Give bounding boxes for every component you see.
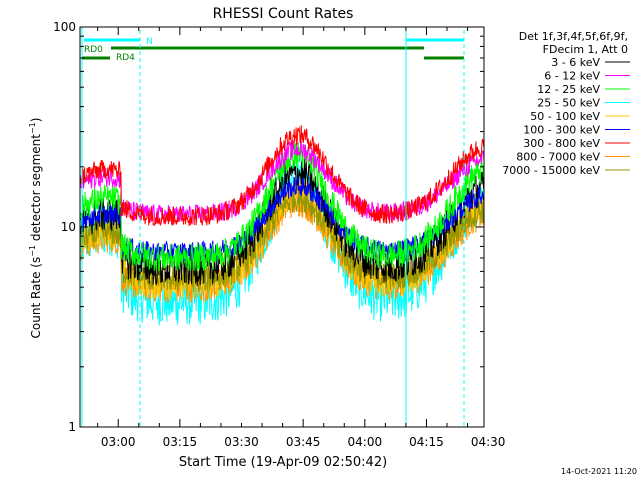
legend-label: 3 - 6 keV [551,56,600,69]
x-tick-label: 04:15 [409,435,444,449]
x-axis: 03:00 03:15 03:30 03:45 04:00 04:15 04:30 [97,27,506,449]
y-tick-label: 100 [53,20,76,34]
x-tick-label: 03:15 [163,435,198,449]
n-flag-label: N [146,37,153,47]
x-tick-label: 03:30 [224,435,259,449]
plot-frame [79,26,485,428]
series-line [80,185,484,293]
x-tick-label: 03:45 [286,435,321,449]
y-axis: 1 10 100 [53,20,484,434]
y-tick-label: 10 [61,220,76,234]
legend-label: 300 - 800 keV [523,137,600,150]
legend-label: 50 - 100 keV [530,110,600,123]
legend: Det 1f,3f,4f,5f,6f,9f, FDecim 1, Att 0 3… [502,30,630,177]
legend-label: 800 - 7000 keV [516,151,600,164]
x-tick-label: 04:00 [348,435,383,449]
legend-label: 25 - 50 keV [537,97,600,110]
x-tick-label: 03:00 [101,435,136,449]
rd0-flag-label: RD0 [84,45,103,55]
x-axis-label: Start Time (19-Apr-09 02:50:42) [179,455,387,470]
series-line [80,125,484,227]
series-line [80,142,484,272]
legend-label: 6 - 12 keV [544,70,600,83]
legend-label: 12 - 25 keV [537,83,600,96]
y-axis-label: Count Rate (s−1 detector segment−1) [28,118,43,339]
legend-header-settings: FDecim 1, Att 0 [543,43,628,56]
y-tick-label: 1 [68,420,76,434]
legend-label: 100 - 300 keV [523,124,600,137]
footer-date: 14-Oct-2021 11:20 [561,467,637,476]
series-group [80,125,484,326]
rd4-flag-label: RD4 [116,53,135,63]
legend-header-detectors: Det 1f,3f,4f,5f,6f,9f, [519,30,628,43]
chart-title: RHESSI Count Rates [213,6,354,22]
legend-label: 7000 - 15000 keV [502,164,600,177]
x-tick-label: 04:30 [471,435,506,449]
